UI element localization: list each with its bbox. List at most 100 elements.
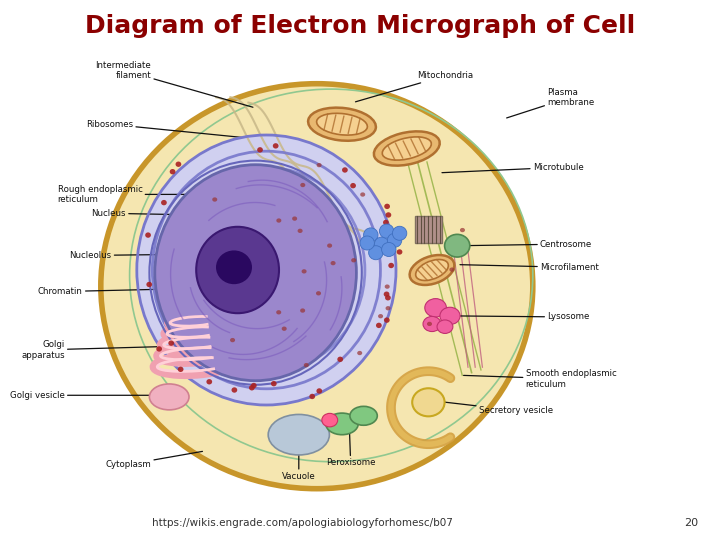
- Ellipse shape: [251, 383, 256, 388]
- Ellipse shape: [385, 295, 391, 300]
- Ellipse shape: [292, 217, 297, 221]
- Ellipse shape: [425, 299, 446, 317]
- Ellipse shape: [382, 242, 396, 256]
- Ellipse shape: [297, 228, 302, 233]
- Ellipse shape: [357, 351, 362, 355]
- Ellipse shape: [276, 310, 282, 314]
- Text: Lysosome: Lysosome: [456, 313, 590, 321]
- Text: Rough endoplasmic
reticulum: Rough endoplasmic reticulum: [58, 185, 213, 204]
- Text: Microfilament: Microfilament: [460, 263, 599, 272]
- Text: Diagram of Electron Micrograph of Cell: Diagram of Electron Micrograph of Cell: [85, 14, 635, 37]
- Ellipse shape: [378, 314, 383, 319]
- Ellipse shape: [273, 143, 279, 148]
- Ellipse shape: [397, 249, 402, 255]
- Ellipse shape: [384, 292, 390, 297]
- Ellipse shape: [427, 322, 432, 326]
- Ellipse shape: [412, 388, 444, 416]
- Ellipse shape: [196, 227, 279, 313]
- Text: Plasma
membrane: Plasma membrane: [507, 87, 595, 118]
- Text: Ribosomes: Ribosomes: [86, 120, 242, 137]
- Ellipse shape: [170, 169, 176, 174]
- Ellipse shape: [437, 320, 453, 333]
- Ellipse shape: [316, 388, 322, 394]
- Ellipse shape: [176, 161, 181, 167]
- Ellipse shape: [316, 291, 321, 295]
- Ellipse shape: [391, 238, 397, 244]
- Ellipse shape: [369, 246, 383, 260]
- Ellipse shape: [308, 107, 376, 141]
- Ellipse shape: [304, 363, 309, 367]
- Ellipse shape: [388, 263, 394, 268]
- Text: Chromatin: Chromatin: [38, 287, 220, 296]
- Ellipse shape: [276, 218, 282, 222]
- Ellipse shape: [410, 255, 454, 285]
- Ellipse shape: [243, 256, 248, 261]
- Ellipse shape: [384, 204, 390, 209]
- Ellipse shape: [327, 244, 332, 248]
- Ellipse shape: [374, 131, 440, 166]
- Ellipse shape: [232, 387, 238, 393]
- Ellipse shape: [338, 356, 343, 362]
- Ellipse shape: [156, 346, 162, 352]
- Text: Cytoplasm: Cytoplasm: [105, 451, 202, 469]
- Ellipse shape: [268, 415, 330, 455]
- Ellipse shape: [385, 212, 391, 218]
- Ellipse shape: [150, 384, 189, 410]
- Ellipse shape: [262, 240, 267, 244]
- Text: Centrosome: Centrosome: [464, 240, 593, 248]
- Ellipse shape: [430, 266, 435, 270]
- Ellipse shape: [376, 323, 382, 328]
- Ellipse shape: [302, 269, 307, 274]
- Ellipse shape: [364, 228, 378, 242]
- Ellipse shape: [351, 258, 356, 262]
- Text: Intermediate
filament: Intermediate filament: [96, 60, 253, 107]
- Ellipse shape: [300, 308, 305, 313]
- Ellipse shape: [384, 318, 390, 323]
- Ellipse shape: [161, 200, 167, 205]
- Ellipse shape: [330, 261, 336, 265]
- Ellipse shape: [257, 147, 263, 152]
- Ellipse shape: [392, 226, 407, 240]
- Ellipse shape: [271, 381, 276, 386]
- Ellipse shape: [325, 413, 359, 435]
- Ellipse shape: [317, 163, 322, 167]
- Ellipse shape: [300, 183, 305, 187]
- Ellipse shape: [382, 137, 431, 160]
- Ellipse shape: [384, 285, 390, 289]
- Text: Nucleus: Nucleus: [91, 209, 253, 218]
- Ellipse shape: [342, 167, 348, 173]
- Ellipse shape: [155, 165, 356, 381]
- Ellipse shape: [423, 316, 441, 332]
- Ellipse shape: [460, 228, 465, 232]
- Ellipse shape: [449, 267, 454, 272]
- Text: Peroxisome: Peroxisome: [326, 425, 375, 467]
- Ellipse shape: [146, 282, 152, 287]
- Ellipse shape: [444, 234, 470, 257]
- Ellipse shape: [350, 183, 356, 188]
- Ellipse shape: [360, 192, 365, 197]
- Ellipse shape: [379, 224, 394, 238]
- Ellipse shape: [415, 260, 449, 280]
- Ellipse shape: [310, 394, 315, 399]
- Ellipse shape: [374, 237, 389, 251]
- Ellipse shape: [207, 379, 212, 384]
- Ellipse shape: [178, 367, 184, 372]
- Ellipse shape: [269, 286, 274, 291]
- Ellipse shape: [216, 251, 252, 284]
- Bar: [415, 216, 442, 243]
- Ellipse shape: [230, 338, 235, 342]
- Ellipse shape: [440, 307, 460, 325]
- Ellipse shape: [375, 244, 381, 249]
- Ellipse shape: [204, 282, 209, 287]
- Ellipse shape: [101, 84, 533, 489]
- Ellipse shape: [145, 232, 151, 238]
- Text: Nucleolus: Nucleolus: [69, 251, 228, 260]
- Text: Golgi vesicle: Golgi vesicle: [10, 391, 170, 400]
- Text: Secretory vesicle: Secretory vesicle: [435, 401, 553, 415]
- Ellipse shape: [137, 135, 396, 405]
- Ellipse shape: [168, 340, 174, 346]
- Ellipse shape: [322, 414, 338, 427]
- Ellipse shape: [350, 406, 377, 426]
- Ellipse shape: [317, 113, 367, 135]
- Ellipse shape: [282, 327, 287, 331]
